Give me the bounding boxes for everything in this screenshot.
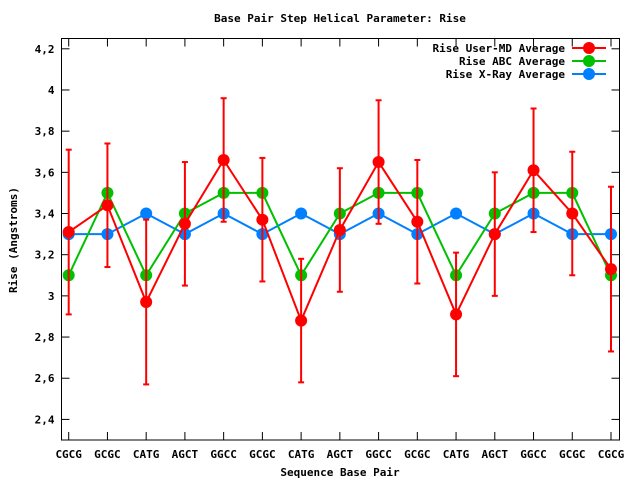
data-point (450, 207, 463, 220)
y-tick-label: 3,6 (35, 166, 55, 179)
data-point (140, 296, 153, 309)
x-tick-label: CGCG (598, 448, 625, 461)
data-point (488, 228, 501, 241)
data-point (101, 199, 114, 212)
data-point (295, 314, 308, 327)
x-tick-label: CATG (288, 448, 315, 461)
x-tick-label: AGCT (327, 448, 354, 461)
data-point (411, 215, 424, 228)
y-tick-label: 3,4 (35, 208, 55, 221)
series-0 (62, 97, 617, 386)
y-tick-label: 4 (48, 84, 55, 97)
y-tick-label: 2,4 (35, 413, 55, 426)
x-tick-label: CGCG (55, 448, 82, 461)
legend-label: Rise X-Ray Average (446, 68, 566, 81)
y-tick-label: 2,6 (35, 372, 55, 385)
x-tick-label: GGCC (365, 448, 392, 461)
data-point (527, 164, 540, 177)
legend-label: Rise ABC Average (459, 55, 565, 68)
x-tick-label: GCGC (249, 448, 276, 461)
data-point (372, 156, 385, 169)
data-point (217, 153, 230, 166)
x-tick-label: AGCT (172, 448, 199, 461)
legend-marker (583, 55, 595, 67)
data-point (178, 217, 191, 230)
plot-frame (61, 38, 620, 441)
data-point (140, 207, 153, 220)
y-tick-label: 4,2 (35, 43, 55, 56)
y-tick-label: 3,8 (35, 125, 55, 138)
chart-title: Base Pair Step Helical Parameter: Rise (214, 12, 466, 25)
legend-label: Rise User-MD Average (433, 42, 566, 55)
data-point (605, 263, 617, 276)
y-tick-label: 3,2 (35, 249, 55, 262)
x-tick-label: GCGC (404, 448, 431, 461)
data-point (62, 226, 75, 239)
y-tick-label: 3 (48, 290, 55, 303)
x-tick-label: CATG (443, 448, 470, 461)
legend-marker (583, 68, 595, 80)
data-point (566, 207, 579, 220)
x-tick-label: AGCT (482, 448, 509, 461)
y-tick-label: 2,8 (35, 331, 55, 344)
x-tick-label: GCGC (94, 448, 121, 461)
x-tick-label: GGCC (520, 448, 547, 461)
data-point (256, 213, 269, 226)
x-tick-label: CATG (133, 448, 160, 461)
data-point (333, 223, 346, 236)
x-tick-label: GCGC (559, 448, 586, 461)
x-axis-label: Sequence Base Pair (280, 466, 400, 479)
data-point (295, 207, 308, 220)
x-tick-label: GGCC (210, 448, 237, 461)
data-point (450, 308, 463, 321)
y-axis-label: Rise (Angstroms) (7, 187, 20, 293)
legend-marker (583, 42, 595, 54)
